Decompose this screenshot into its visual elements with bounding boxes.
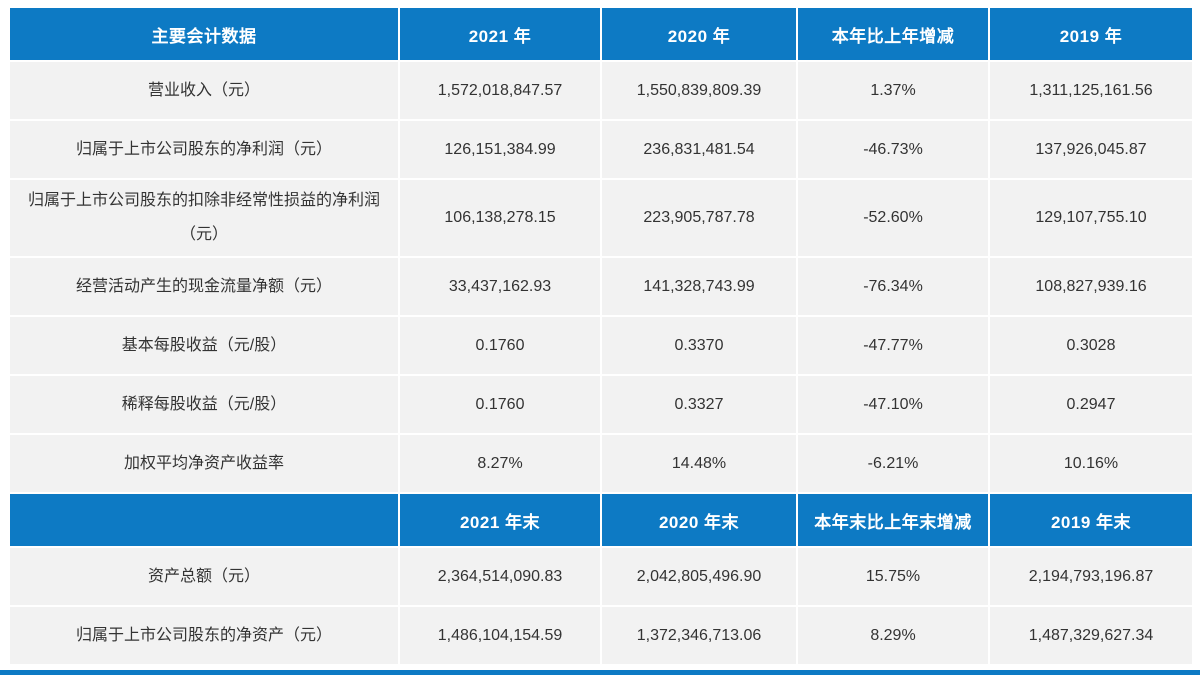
value-change: -76.34% xyxy=(798,258,988,315)
metric-label: 归属于上市公司股东的净利润（元） xyxy=(10,121,398,178)
value-2019: 0.2947 xyxy=(990,376,1192,433)
value-2021: 33,437,162.93 xyxy=(400,258,600,315)
value-2019: 137,926,045.87 xyxy=(990,121,1192,178)
table-row-diluted-eps: 稀释每股收益（元/股） 0.1760 0.3327 -47.10% 0.2947 xyxy=(10,376,1192,433)
value-2021: 0.1760 xyxy=(400,376,600,433)
value-2019: 108,827,939.16 xyxy=(990,258,1192,315)
bottom-accent-bar xyxy=(0,670,1200,675)
value-2021: 106,138,278.15 xyxy=(400,180,600,256)
value-change: 8.29% xyxy=(798,607,988,664)
value-2020: 236,831,481.54 xyxy=(602,121,796,178)
header-row-annual: 主要会计数据 2021 年 2020 年 本年比上年增减 2019 年 xyxy=(10,8,1192,60)
value-2020: 14.48% xyxy=(602,435,796,492)
table-row-operating-cash-flow: 经营活动产生的现金流量净额（元） 33,437,162.93 141,328,7… xyxy=(10,258,1192,315)
metric-label: 归属于上市公司股东的扣除非经常性损益的净利润（元） xyxy=(10,180,398,256)
table-row-net-profit-excl-nonrecurring: 归属于上市公司股东的扣除非经常性损益的净利润（元） 106,138,278.15… xyxy=(10,180,1192,256)
value-2021: 0.1760 xyxy=(400,317,600,374)
header-2021: 2021 年 xyxy=(400,8,600,60)
value-change: -47.77% xyxy=(798,317,988,374)
value-2019: 129,107,755.10 xyxy=(990,180,1192,256)
header-year-end-change: 本年末比上年末增减 xyxy=(798,494,988,546)
metric-label: 稀释每股收益（元/股） xyxy=(10,376,398,433)
value-2020: 0.3327 xyxy=(602,376,796,433)
metric-label: 资产总额（元） xyxy=(10,548,398,605)
value-2021: 2,364,514,090.83 xyxy=(400,548,600,605)
value-change: 1.37% xyxy=(798,62,988,119)
value-change: -52.60% xyxy=(798,180,988,256)
metric-label: 归属于上市公司股东的净资产（元） xyxy=(10,607,398,664)
value-2020: 2,042,805,496.90 xyxy=(602,548,796,605)
value-2020: 223,905,787.78 xyxy=(602,180,796,256)
value-2019: 1,311,125,161.56 xyxy=(990,62,1192,119)
table-row-net-profit: 归属于上市公司股东的净利润（元） 126,151,384.99 236,831,… xyxy=(10,121,1192,178)
value-2019: 10.16% xyxy=(990,435,1192,492)
table-row-total-assets: 资产总额（元） 2,364,514,090.83 2,042,805,496.9… xyxy=(10,548,1192,605)
value-2021: 126,151,384.99 xyxy=(400,121,600,178)
value-change: -46.73% xyxy=(798,121,988,178)
header-row-year-end: 2021 年末 2020 年末 本年末比上年末增减 2019 年末 xyxy=(10,494,1192,546)
header-yoy-change: 本年比上年增减 xyxy=(798,8,988,60)
value-change: -47.10% xyxy=(798,376,988,433)
header-blank xyxy=(10,494,398,546)
header-2019-end: 2019 年末 xyxy=(990,494,1192,546)
value-change: -6.21% xyxy=(798,435,988,492)
metric-label: 加权平均净资产收益率 xyxy=(10,435,398,492)
header-2019: 2019 年 xyxy=(990,8,1192,60)
value-2021: 8.27% xyxy=(400,435,600,492)
value-change: 15.75% xyxy=(798,548,988,605)
value-2021: 1,572,018,847.57 xyxy=(400,62,600,119)
value-2020: 1,372,346,713.06 xyxy=(602,607,796,664)
value-2019: 2,194,793,196.87 xyxy=(990,548,1192,605)
header-2020: 2020 年 xyxy=(602,8,796,60)
metric-label: 经营活动产生的现金流量净额（元） xyxy=(10,258,398,315)
value-2019: 0.3028 xyxy=(990,317,1192,374)
header-metric-label: 主要会计数据 xyxy=(10,8,398,60)
value-2019: 1,487,329,627.34 xyxy=(990,607,1192,664)
value-2021: 1,486,104,154.59 xyxy=(400,607,600,664)
table-row-basic-eps: 基本每股收益（元/股） 0.1760 0.3370 -47.77% 0.3028 xyxy=(10,317,1192,374)
value-2020: 0.3370 xyxy=(602,317,796,374)
financial-data-table: 主要会计数据 2021 年 2020 年 本年比上年增减 2019 年 营业收入… xyxy=(8,6,1194,666)
header-2020-end: 2020 年末 xyxy=(602,494,796,546)
table-row-net-assets: 归属于上市公司股东的净资产（元） 1,486,104,154.59 1,372,… xyxy=(10,607,1192,664)
metric-label: 基本每股收益（元/股） xyxy=(10,317,398,374)
metric-label: 营业收入（元） xyxy=(10,62,398,119)
table-row-revenue: 营业收入（元） 1,572,018,847.57 1,550,839,809.3… xyxy=(10,62,1192,119)
table-row-weighted-avg-roe: 加权平均净资产收益率 8.27% 14.48% -6.21% 10.16% xyxy=(10,435,1192,492)
value-2020: 1,550,839,809.39 xyxy=(602,62,796,119)
header-2021-end: 2021 年末 xyxy=(400,494,600,546)
value-2020: 141,328,743.99 xyxy=(602,258,796,315)
